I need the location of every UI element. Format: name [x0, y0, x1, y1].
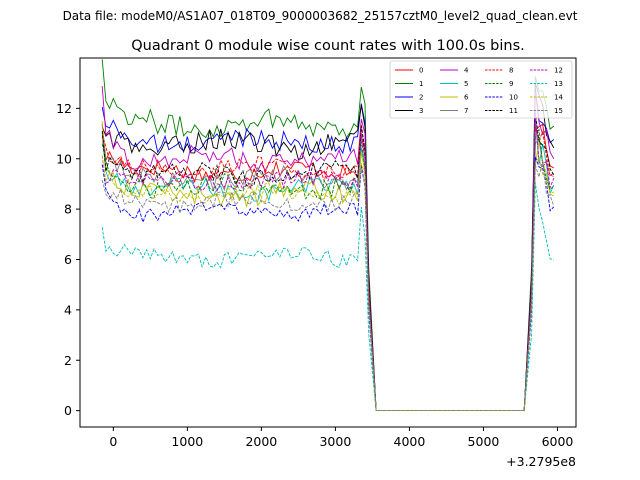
legend-label-3: 3: [419, 107, 423, 115]
series-line-11: [101, 112, 555, 412]
legend-label-8: 8: [509, 67, 513, 75]
x-tick-label: 1000: [171, 434, 203, 449]
series-line-0: [101, 123, 555, 412]
y-tick-label: 0: [64, 403, 72, 418]
x-tick-label: 6000: [542, 434, 574, 449]
legend-label-14: 14: [554, 94, 563, 102]
x-tick-label: 5000: [468, 434, 500, 449]
series-line-2: [101, 87, 555, 412]
series-line-14: [101, 155, 554, 412]
figure-suptitle: Data file: modeM0/AS1A07_018T09_90000036…: [63, 9, 578, 23]
x-tick-label: 4000: [394, 434, 426, 449]
series-line-15: [101, 160, 555, 412]
x-tick-label: 0: [109, 434, 117, 449]
series-line-6: [101, 121, 554, 412]
legend-label-9: 9: [509, 80, 513, 88]
series-line-10: [101, 156, 555, 412]
legend-label-5: 5: [464, 80, 468, 88]
y-tick-label: 8: [64, 202, 72, 217]
legend-label-6: 6: [464, 94, 469, 102]
series-layer: [101, 59, 555, 412]
series-line-3: [101, 83, 555, 412]
legend-label-12: 12: [554, 67, 563, 75]
y-tick-label: 10: [56, 151, 72, 166]
series-line-1: [101, 59, 555, 412]
series-line-13: [101, 182, 554, 412]
legend-label-4: 4: [464, 67, 469, 75]
series-line-5: [101, 115, 555, 412]
y-tick-label: 4: [64, 302, 72, 317]
y-tick-label: 12: [56, 101, 72, 116]
chart-title: Quadrant 0 module wise count rates with …: [131, 38, 525, 54]
legend-label-13: 13: [554, 80, 563, 88]
x-tick-label: 3000: [319, 434, 351, 449]
legend-label-15: 15: [554, 107, 563, 115]
legend-label-7: 7: [464, 107, 468, 115]
legend-label-11: 11: [509, 107, 518, 115]
series-line-12: [101, 113, 555, 412]
y-axis: 0 2 4 6 8 10 12: [56, 101, 80, 418]
series-line-9: [101, 127, 555, 412]
legend-label-2: 2: [419, 94, 423, 102]
legend-label-10: 10: [509, 94, 518, 102]
series-line-7: [101, 135, 554, 412]
x-axis: 0 1000 2000 3000 4000 5000 6000: [109, 427, 573, 449]
legend-label-1: 1: [419, 80, 423, 88]
x-offset-label: +3.2795e8: [506, 454, 576, 469]
y-tick-label: 6: [64, 252, 72, 267]
series-line-4: [101, 85, 555, 412]
axes-frame: [79, 57, 577, 428]
x-tick-label: 2000: [245, 434, 277, 449]
y-tick-label: 2: [64, 353, 72, 368]
legend-frame: [389, 60, 573, 119]
legend-label-0: 0: [419, 67, 423, 75]
series-line-8: [101, 124, 555, 412]
plot-area: [79, 57, 577, 428]
